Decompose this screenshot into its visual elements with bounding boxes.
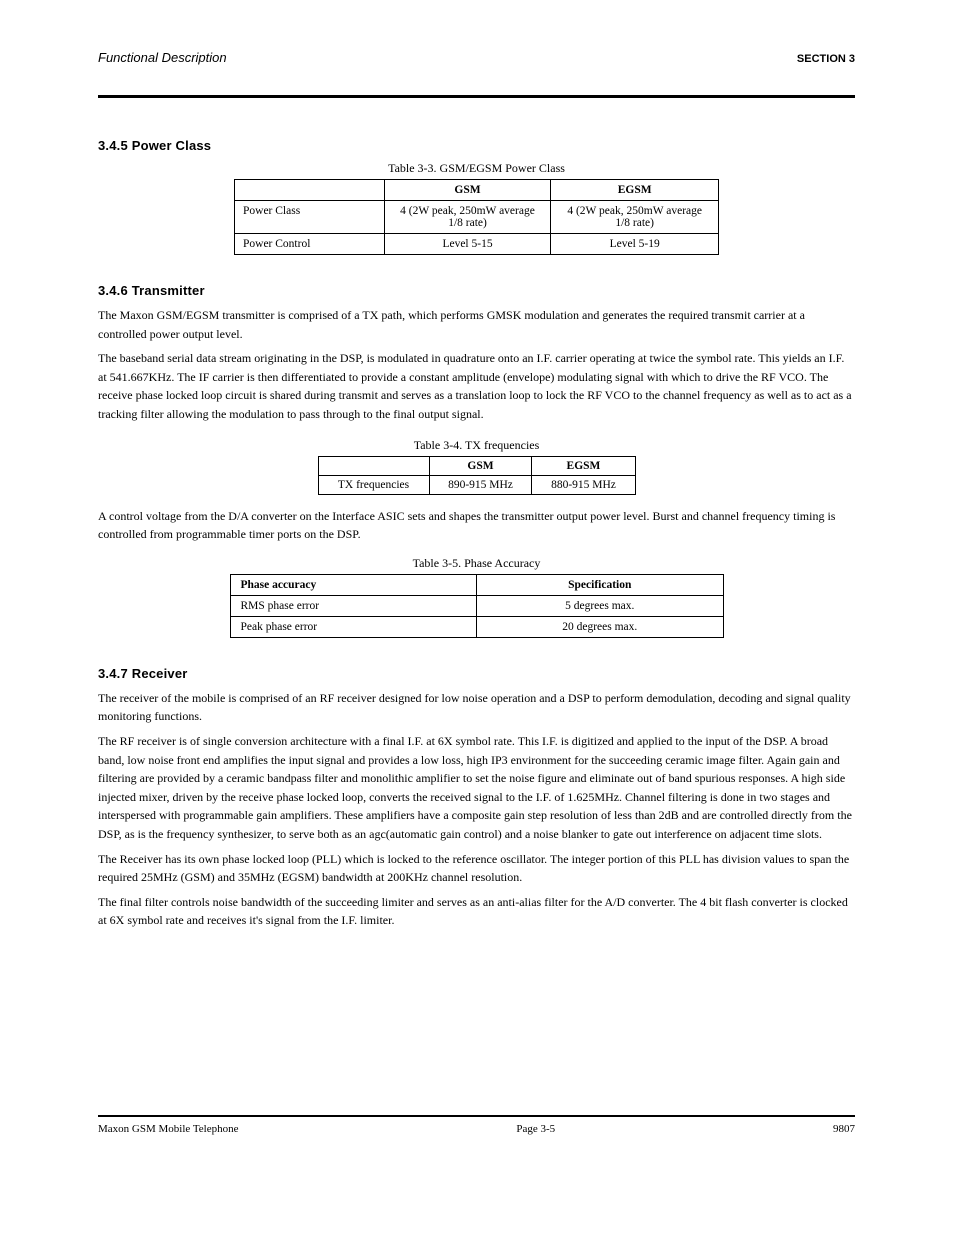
para: The final filter controls noise bandwidt… <box>98 893 855 930</box>
header-left: Functional Description <box>98 50 227 65</box>
para: The Maxon GSM/EGSM transmitter is compri… <box>98 306 855 343</box>
section-3-4-7-title: 3.4.7 Receiver <box>98 666 855 681</box>
table-3-3-caption: Table 3-3. GSM/EGSM Power Class <box>98 161 855 176</box>
footer-row: Maxon GSM Mobile Telephone Page 3-5 9807 <box>98 1123 855 1135</box>
para: A control voltage from the D/A converter… <box>98 507 855 544</box>
table-row: TX frequencies 890-915 MHz 880-915 MHz <box>318 475 635 494</box>
table-3-5: Phase accuracy Specification RMS phase e… <box>230 574 724 638</box>
cell: Peak phase error <box>230 616 477 637</box>
table-row: Peak phase error 20 degrees max. <box>230 616 723 637</box>
table-header-egsm: EGSM <box>532 456 635 475</box>
cell: 5 degrees max. <box>477 595 724 616</box>
table-header: Phase accuracy <box>230 574 477 595</box>
table-3-5-caption: Table 3-5. Phase Accuracy <box>98 556 855 571</box>
cell: 890-915 MHz <box>429 475 532 494</box>
table-header-blank <box>235 180 385 201</box>
para: The baseband serial data stream originat… <box>98 349 855 423</box>
section-3-4-6-title: 3.4.6 Transmitter <box>98 283 855 298</box>
top-rule <box>98 95 855 98</box>
cell: 880-915 MHz <box>532 475 635 494</box>
running-header: Functional Description SECTION 3 <box>98 50 855 65</box>
table-header: Specification <box>477 574 724 595</box>
table-row: GSM EGSM <box>235 180 719 201</box>
cell: RMS phase error <box>230 595 477 616</box>
table-3-5-holder: Phase accuracy Specification RMS phase e… <box>98 574 855 638</box>
table-3-3: GSM EGSM Power Class 4 (2W peak, 250mW a… <box>234 179 719 255</box>
table-3-3-holder: GSM EGSM Power Class 4 (2W peak, 250mW a… <box>98 179 855 255</box>
cell: 20 degrees max. <box>477 616 724 637</box>
table-row: Power Class 4 (2W peak, 250mW average 1/… <box>235 201 719 234</box>
page-footer: Maxon GSM Mobile Telephone Page 3-5 9807 <box>98 1115 855 1135</box>
table-row: GSM EGSM <box>318 456 635 475</box>
table-row: Power Control Level 5-15 Level 5-19 <box>235 234 719 255</box>
cell: Level 5-15 <box>384 234 551 255</box>
table-3-4-caption: Table 3-4. TX frequencies <box>98 438 855 453</box>
table-header-gsm: GSM <box>429 456 532 475</box>
table-header-egsm: EGSM <box>551 180 719 201</box>
header-right: SECTION 3 <box>797 53 855 65</box>
cell: 4 (2W peak, 250mW average 1/8 rate) <box>384 201 551 234</box>
para: The RF receiver is of single conversion … <box>98 732 855 844</box>
footer-left: Maxon GSM Mobile Telephone <box>98 1123 239 1135</box>
table-header-gsm: GSM <box>384 180 551 201</box>
section-3-4-5-title: 3.4.5 Power Class <box>98 138 855 153</box>
cell: Power Class <box>235 201 385 234</box>
cell: TX frequencies <box>318 475 429 494</box>
footer-right: 9807 <box>833 1123 855 1135</box>
cell: 4 (2W peak, 250mW average 1/8 rate) <box>551 201 719 234</box>
cell: Level 5-19 <box>551 234 719 255</box>
cell: Power Control <box>235 234 385 255</box>
page-content: Functional Description SECTION 3 3.4.5 P… <box>98 82 855 930</box>
para: The Receiver has its own phase locked lo… <box>98 850 855 887</box>
table-row: RMS phase error 5 degrees max. <box>230 595 723 616</box>
table-header-blank <box>318 456 429 475</box>
para: The receiver of the mobile is comprised … <box>98 689 855 726</box>
table-row: Phase accuracy Specification <box>230 574 723 595</box>
table-3-4-holder: GSM EGSM TX frequencies 890-915 MHz 880-… <box>98 456 855 495</box>
footer-center: Page 3-5 <box>516 1123 555 1135</box>
table-3-4: GSM EGSM TX frequencies 890-915 MHz 880-… <box>318 456 636 495</box>
bottom-rule <box>98 1115 855 1117</box>
